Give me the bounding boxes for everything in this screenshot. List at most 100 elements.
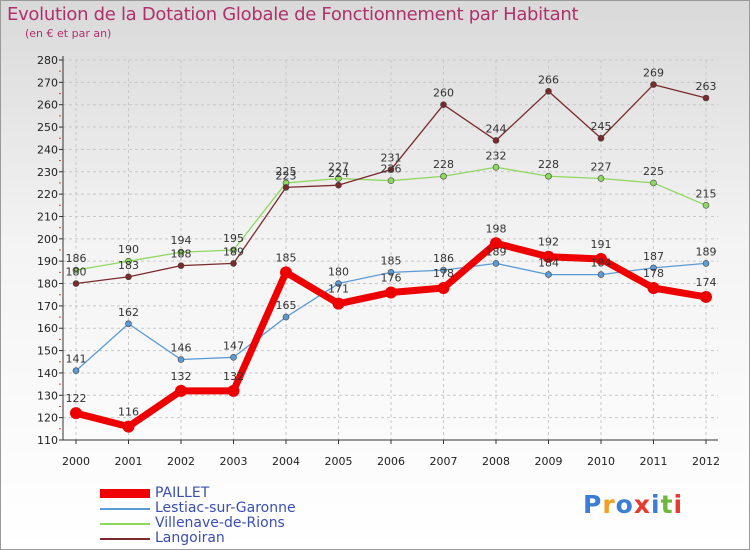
data-label: 263	[696, 80, 717, 93]
legend-swatch	[100, 538, 150, 540]
chart-title: Evolution de la Dotation Globale de Fonc…	[7, 4, 579, 25]
data-label: 189	[486, 245, 507, 258]
data-label: 132	[223, 370, 244, 383]
data-point	[545, 87, 552, 95]
y-tick-label: 210	[37, 210, 58, 223]
data-point	[440, 101, 447, 109]
data-label: 184	[538, 257, 559, 270]
data-point	[597, 175, 605, 182]
data-label: 224	[328, 167, 349, 180]
logo-letter: r	[602, 490, 616, 519]
data-label: 192	[538, 236, 559, 249]
data-label: 185	[276, 251, 297, 264]
data-point	[387, 269, 395, 276]
data-point	[72, 266, 80, 274]
x-tick-label: 2000	[62, 455, 90, 468]
legend-label: PAILLET	[155, 485, 210, 501]
legend-label: Lestiac-sur-Garonne	[155, 500, 296, 516]
y-tick-label: 250	[37, 121, 58, 134]
data-label: 191	[591, 238, 612, 251]
x-tick-label: 2011	[640, 455, 668, 468]
data-label: 232	[486, 149, 507, 162]
data-point	[650, 179, 657, 187]
data-label: 225	[276, 165, 297, 178]
y-tick-label: 120	[37, 412, 58, 425]
x-tick-label: 2012	[692, 455, 720, 468]
data-label: 231	[381, 152, 402, 165]
data-point	[650, 264, 657, 272]
data-label: 269	[643, 67, 664, 80]
data-label: 187	[643, 250, 664, 263]
data-label: 198	[486, 222, 507, 235]
data-label: 215	[696, 187, 717, 200]
legend-swatch	[100, 523, 150, 525]
data-point	[72, 367, 80, 375]
logo-letter: i	[673, 490, 684, 519]
data-point	[230, 260, 237, 267]
data-label: 122	[66, 392, 87, 405]
data-point	[282, 184, 290, 191]
data-point	[125, 257, 132, 265]
x-tick-label: 2008	[482, 455, 510, 468]
x-tick-label: 2010	[587, 455, 615, 468]
data-label: 185	[381, 254, 402, 267]
logo-letter: o	[615, 490, 634, 519]
data-label: 227	[591, 160, 612, 173]
data-point	[335, 181, 342, 189]
data-label: 186	[433, 252, 454, 265]
data-label: 176	[381, 271, 402, 284]
data-point	[177, 248, 185, 256]
data-label: 228	[538, 158, 559, 171]
data-point	[280, 266, 292, 279]
y-tick-label: 140	[37, 367, 58, 380]
y-tick-label: 220	[37, 188, 58, 201]
y-tick-label: 170	[37, 300, 58, 313]
logo-letter: P	[583, 490, 603, 519]
logo-letter: t	[660, 490, 674, 519]
data-label: 141	[66, 353, 87, 366]
data-point	[125, 273, 132, 281]
data-point	[700, 290, 712, 303]
y-tick-label: 230	[37, 166, 58, 179]
data-point	[335, 175, 342, 182]
data-label: 132	[171, 370, 192, 383]
legend-swatch	[100, 508, 150, 510]
data-label: 174	[696, 276, 717, 289]
data-point	[440, 172, 447, 180]
proxiti-logo: Proxiti	[583, 490, 683, 519]
data-point	[72, 280, 80, 287]
data-point	[597, 134, 605, 142]
data-label: 228	[433, 158, 454, 171]
data-point	[702, 260, 710, 267]
legend-label: Langoiran	[155, 530, 225, 546]
data-point	[437, 282, 450, 294]
data-point	[177, 356, 185, 363]
data-point	[492, 163, 500, 171]
data-label: 195	[223, 232, 244, 245]
data-point	[647, 282, 660, 294]
data-point	[227, 384, 240, 397]
y-tick-label: 260	[37, 99, 58, 112]
data-point	[387, 166, 395, 173]
data-label: 188	[171, 248, 192, 261]
y-tick-label: 180	[37, 278, 58, 291]
data-point	[545, 271, 552, 278]
y-tick-label: 110	[37, 434, 58, 447]
y-tick-label: 240	[37, 143, 58, 156]
data-point	[125, 320, 132, 328]
data-point	[122, 420, 135, 433]
data-point	[230, 353, 237, 361]
data-label: 225	[643, 165, 664, 178]
data-label: 147	[223, 339, 244, 352]
legend-label: Villenave-de-Rions	[155, 515, 285, 531]
data-label: 178	[433, 267, 454, 280]
data-label: 186	[66, 252, 87, 265]
x-tick-label: 2005	[325, 455, 353, 468]
data-point	[177, 262, 185, 269]
data-label: 183	[118, 259, 139, 272]
data-point	[70, 407, 82, 420]
data-label: 189	[696, 245, 717, 258]
x-tick-label: 2006	[377, 455, 405, 468]
x-tick-label: 2002	[167, 455, 195, 468]
